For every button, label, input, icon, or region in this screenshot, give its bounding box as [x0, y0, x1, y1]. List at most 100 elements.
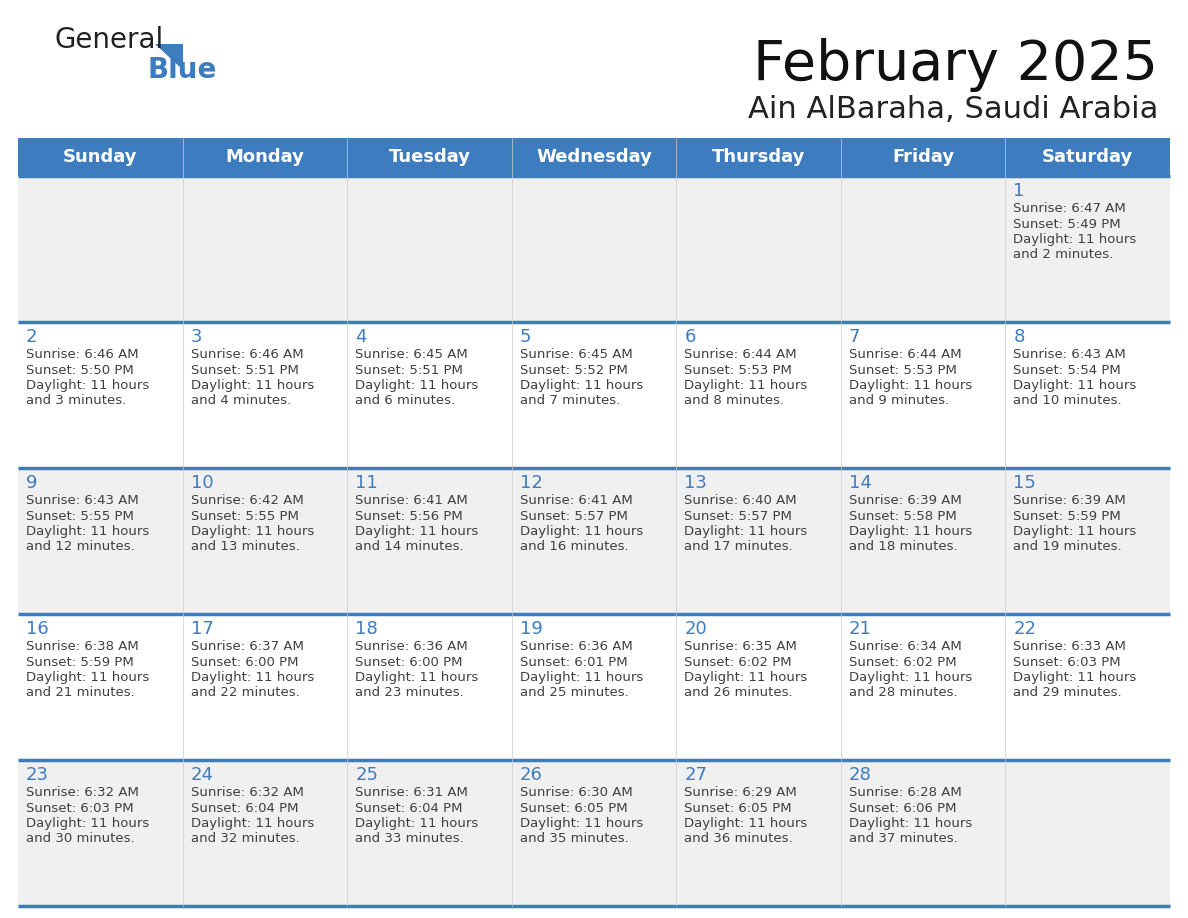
Text: Daylight: 11 hours: Daylight: 11 hours	[684, 671, 808, 684]
Text: and 26 minutes.: and 26 minutes.	[684, 687, 792, 700]
Text: Daylight: 11 hours: Daylight: 11 hours	[684, 379, 808, 392]
Bar	[18, 138, 183, 176]
Text: and 37 minutes.: and 37 minutes.	[849, 833, 958, 845]
Text: and 23 minutes.: and 23 minutes.	[355, 687, 463, 700]
Text: Daylight: 11 hours: Daylight: 11 hours	[519, 671, 643, 684]
Bar	[841, 138, 1005, 176]
Text: Daylight: 11 hours: Daylight: 11 hours	[519, 817, 643, 830]
Text: and 14 minutes.: and 14 minutes.	[355, 541, 463, 554]
Text: and 6 minutes.: and 6 minutes.	[355, 395, 455, 408]
Bar	[18, 614, 1170, 760]
Text: General: General	[55, 26, 164, 54]
Bar	[1005, 138, 1170, 176]
Text: Sunrise: 6:41 AM: Sunrise: 6:41 AM	[519, 494, 632, 507]
Text: Daylight: 11 hours: Daylight: 11 hours	[26, 817, 150, 830]
Text: Sunrise: 6:31 AM: Sunrise: 6:31 AM	[355, 786, 468, 799]
Text: Wednesday: Wednesday	[536, 148, 652, 166]
Text: Sunset: 6:06 PM: Sunset: 6:06 PM	[849, 801, 956, 814]
Text: Sunrise: 6:43 AM: Sunrise: 6:43 AM	[1013, 348, 1126, 361]
Text: and 35 minutes.: and 35 minutes.	[519, 833, 628, 845]
Text: 27: 27	[684, 766, 707, 784]
Text: 25: 25	[355, 766, 378, 784]
Text: 11: 11	[355, 474, 378, 492]
Text: Sunrise: 6:30 AM: Sunrise: 6:30 AM	[519, 786, 632, 799]
Text: Daylight: 11 hours: Daylight: 11 hours	[26, 671, 150, 684]
Text: 8: 8	[1013, 328, 1025, 346]
Text: and 16 minutes.: and 16 minutes.	[519, 541, 628, 554]
Text: February 2025: February 2025	[753, 38, 1158, 92]
Text: Sunrise: 6:39 AM: Sunrise: 6:39 AM	[849, 494, 961, 507]
Text: Sunset: 6:05 PM: Sunset: 6:05 PM	[684, 801, 792, 814]
Text: Sunset: 5:56 PM: Sunset: 5:56 PM	[355, 509, 463, 522]
Text: and 7 minutes.: and 7 minutes.	[519, 395, 620, 408]
Text: Sunrise: 6:45 AM: Sunrise: 6:45 AM	[355, 348, 468, 361]
Text: and 32 minutes.: and 32 minutes.	[190, 833, 299, 845]
Text: Sunrise: 6:38 AM: Sunrise: 6:38 AM	[26, 640, 139, 653]
Text: Sunrise: 6:36 AM: Sunrise: 6:36 AM	[519, 640, 632, 653]
Text: Daylight: 11 hours: Daylight: 11 hours	[849, 817, 972, 830]
Text: and 18 minutes.: and 18 minutes.	[849, 541, 958, 554]
Text: Daylight: 11 hours: Daylight: 11 hours	[849, 671, 972, 684]
Text: Sunset: 5:59 PM: Sunset: 5:59 PM	[1013, 509, 1121, 522]
Text: Saturday: Saturday	[1042, 148, 1133, 166]
Bar	[512, 138, 676, 176]
Text: Sunrise: 6:43 AM: Sunrise: 6:43 AM	[26, 494, 139, 507]
Text: Daylight: 11 hours: Daylight: 11 hours	[849, 525, 972, 538]
Text: Sunrise: 6:37 AM: Sunrise: 6:37 AM	[190, 640, 303, 653]
Text: 20: 20	[684, 620, 707, 638]
Text: Sunset: 5:50 PM: Sunset: 5:50 PM	[26, 364, 134, 376]
Bar	[18, 468, 1170, 614]
Text: Daylight: 11 hours: Daylight: 11 hours	[190, 671, 314, 684]
Text: Sunset: 5:54 PM: Sunset: 5:54 PM	[1013, 364, 1121, 376]
Text: and 33 minutes.: and 33 minutes.	[355, 833, 463, 845]
Text: Monday: Monday	[226, 148, 304, 166]
Text: 24: 24	[190, 766, 214, 784]
Text: Daylight: 11 hours: Daylight: 11 hours	[190, 379, 314, 392]
Text: and 4 minutes.: and 4 minutes.	[190, 395, 291, 408]
Text: Daylight: 11 hours: Daylight: 11 hours	[1013, 525, 1137, 538]
Bar	[18, 176, 1170, 322]
Text: 15: 15	[1013, 474, 1036, 492]
Text: Sunrise: 6:35 AM: Sunrise: 6:35 AM	[684, 640, 797, 653]
Text: 10: 10	[190, 474, 213, 492]
Text: 21: 21	[849, 620, 872, 638]
Text: and 2 minutes.: and 2 minutes.	[1013, 249, 1113, 262]
Text: 17: 17	[190, 620, 214, 638]
Text: 2: 2	[26, 328, 38, 346]
Text: 28: 28	[849, 766, 872, 784]
Text: and 3 minutes.: and 3 minutes.	[26, 395, 126, 408]
Text: Sunrise: 6:45 AM: Sunrise: 6:45 AM	[519, 348, 632, 361]
Text: and 19 minutes.: and 19 minutes.	[1013, 541, 1121, 554]
Text: Sunrise: 6:40 AM: Sunrise: 6:40 AM	[684, 494, 797, 507]
Text: Thursday: Thursday	[712, 148, 805, 166]
Text: Sunrise: 6:33 AM: Sunrise: 6:33 AM	[1013, 640, 1126, 653]
Text: Daylight: 11 hours: Daylight: 11 hours	[684, 525, 808, 538]
Text: Sunset: 5:55 PM: Sunset: 5:55 PM	[26, 509, 134, 522]
Text: Sunrise: 6:32 AM: Sunrise: 6:32 AM	[190, 786, 303, 799]
Bar	[18, 760, 1170, 906]
Text: 4: 4	[355, 328, 367, 346]
Text: and 28 minutes.: and 28 minutes.	[849, 687, 958, 700]
Text: Daylight: 11 hours: Daylight: 11 hours	[355, 379, 479, 392]
Text: Sunrise: 6:46 AM: Sunrise: 6:46 AM	[26, 348, 139, 361]
Text: Daylight: 11 hours: Daylight: 11 hours	[355, 525, 479, 538]
Text: and 8 minutes.: and 8 minutes.	[684, 395, 784, 408]
Text: 7: 7	[849, 328, 860, 346]
Text: Sunset: 6:02 PM: Sunset: 6:02 PM	[849, 655, 956, 668]
Text: Sunset: 5:51 PM: Sunset: 5:51 PM	[355, 364, 463, 376]
Text: Sunset: 5:51 PM: Sunset: 5:51 PM	[190, 364, 298, 376]
Text: Tuesday: Tuesday	[388, 148, 470, 166]
Text: Sunset: 6:03 PM: Sunset: 6:03 PM	[26, 801, 133, 814]
Text: 6: 6	[684, 328, 696, 346]
Text: Daylight: 11 hours: Daylight: 11 hours	[684, 817, 808, 830]
Text: Sunrise: 6:46 AM: Sunrise: 6:46 AM	[190, 348, 303, 361]
Text: Daylight: 11 hours: Daylight: 11 hours	[1013, 379, 1137, 392]
Text: Sunday: Sunday	[63, 148, 138, 166]
Text: Sunset: 5:57 PM: Sunset: 5:57 PM	[684, 509, 792, 522]
Text: 23: 23	[26, 766, 49, 784]
Text: Blue: Blue	[148, 56, 217, 84]
Text: Sunrise: 6:28 AM: Sunrise: 6:28 AM	[849, 786, 961, 799]
Text: 5: 5	[519, 328, 531, 346]
Text: Sunrise: 6:42 AM: Sunrise: 6:42 AM	[190, 494, 303, 507]
Text: and 36 minutes.: and 36 minutes.	[684, 833, 792, 845]
